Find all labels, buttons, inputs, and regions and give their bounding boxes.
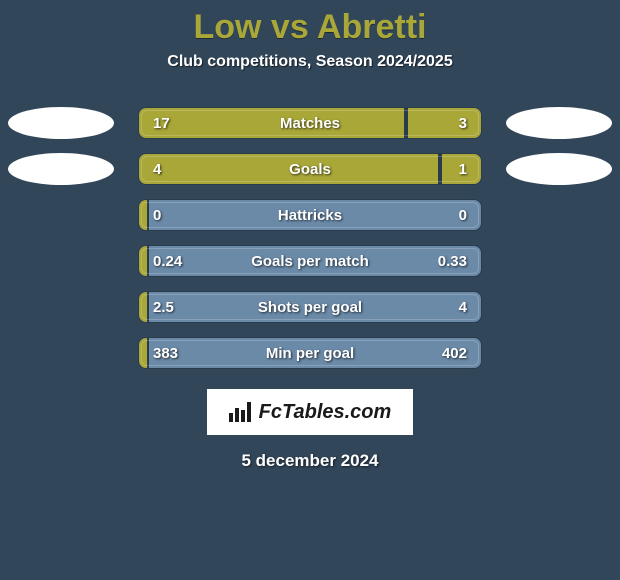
stat-bar: 41Goals [138, 153, 482, 185]
value-right: 402 [442, 338, 467, 368]
stat-bar: 383 402Min per goal [138, 337, 482, 369]
value-left: 383 [153, 338, 178, 368]
player-right-placeholder [506, 153, 612, 185]
value-right: 3 [459, 108, 467, 138]
value-left: 0.24 [153, 246, 182, 276]
bar-border [141, 340, 479, 366]
stat-row: 41Goals [0, 153, 620, 185]
player-left-placeholder [8, 107, 114, 139]
stats-container: 173Matches41Goals00Hattricks0.240.33Goal… [0, 107, 620, 369]
fill-left [139, 108, 406, 138]
page-title: Low vs Abretti [0, 0, 620, 53]
fill-left [139, 154, 440, 184]
value-right: 0 [459, 200, 467, 230]
value-left: 4 [153, 154, 161, 184]
value-right: 0.33 [438, 246, 467, 276]
brand-badge[interactable]: FcTables.com [207, 389, 413, 435]
stat-row: 383 402Min per goal [0, 337, 620, 369]
value-right: 1 [459, 154, 467, 184]
metric-label: Shots per goal [139, 292, 481, 322]
bar-border [141, 202, 479, 228]
fill-left [139, 292, 149, 322]
metric-label: Hattricks [139, 200, 481, 230]
value-left: 2.5 [153, 292, 174, 322]
player-right-placeholder [506, 107, 612, 139]
stat-row: 173Matches [0, 107, 620, 139]
subtitle: Club competitions, Season 2024/2025 [0, 53, 620, 71]
player-left-placeholder [8, 153, 114, 185]
brand-text: FcTables.com [259, 401, 392, 424]
metric-label: Goals per match [139, 246, 481, 276]
stat-bar: 0 0Hattricks [138, 199, 482, 231]
fill-left [139, 200, 149, 230]
stat-bar: 0.24 0.33Goals per match [138, 245, 482, 277]
fill-left [139, 338, 149, 368]
bar-border [141, 248, 479, 274]
bar-chart-icon [229, 402, 253, 422]
stat-bar: 173Matches [138, 107, 482, 139]
value-right: 4 [459, 292, 467, 322]
stat-row: 2.5 4Shots per goal [0, 291, 620, 323]
metric-label: Min per goal [139, 338, 481, 368]
stat-row: 0.24 0.33Goals per match [0, 245, 620, 277]
value-left: 0 [153, 200, 161, 230]
bar-border [141, 294, 479, 320]
stat-row: 0 0Hattricks [0, 199, 620, 231]
value-left: 17 [153, 108, 170, 138]
fill-left [139, 246, 149, 276]
date-label: 5 december 2024 [0, 451, 620, 471]
fill-right [406, 108, 481, 138]
stat-bar: 2.5 4Shots per goal [138, 291, 482, 323]
